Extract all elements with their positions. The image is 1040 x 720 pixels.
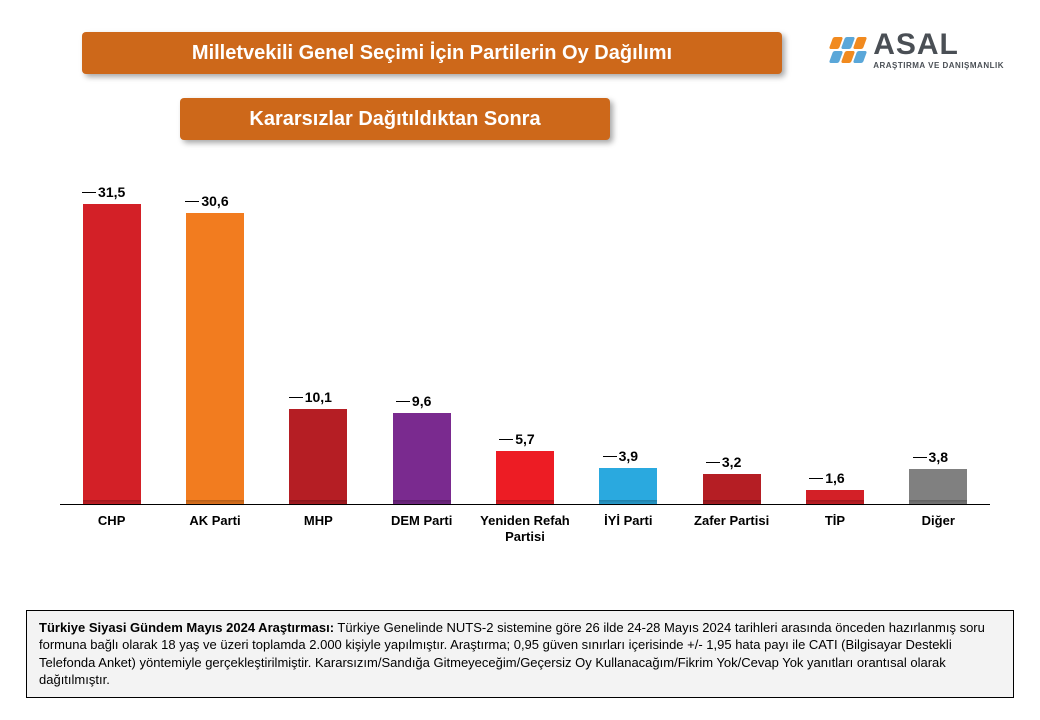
bar: [186, 213, 244, 505]
bar-slot: 3,8Diğer: [888, 449, 988, 505]
bar-value-label: 10,1: [305, 389, 332, 405]
bar-value-label: 30,6: [201, 193, 228, 209]
title-text: Milletvekili Genel Seçimi İçin Partileri…: [192, 42, 672, 65]
brand-logo: ASAL ARAŞTIRMA VE DANIŞMANLIK: [831, 30, 1004, 70]
bar-value-label: 3,9: [619, 448, 638, 464]
bar-slot: 30,6AK Parti: [165, 193, 265, 505]
bar-category-label: Diğer: [883, 513, 993, 529]
bar-slot: 9,6DEM Parti: [372, 393, 472, 505]
bar-category-label: CHP: [57, 513, 167, 529]
x-axis-line: [60, 504, 990, 505]
bar-slot: 10,1MHP: [268, 389, 368, 505]
bar-value-label: 3,8: [929, 449, 948, 465]
logo-mark-icon: [831, 37, 865, 63]
methodology-title: Türkiye Siyasi Gündem Mayıs 2024 Araştır…: [39, 620, 334, 635]
bar: [806, 490, 864, 505]
bar: [599, 468, 657, 505]
bar-slot: 5,7Yeniden Refah Partisi: [475, 431, 575, 505]
bar-category-label: DEM Parti: [367, 513, 477, 529]
bar: [496, 451, 554, 505]
logo-tagline: ARAŞTIRMA VE DANIŞMANLIK: [873, 62, 1004, 70]
bar-value-label: 31,5: [98, 184, 125, 200]
bar-category-label: AK Parti: [160, 513, 270, 529]
bar-category-label: Yeniden Refah Partisi: [470, 513, 580, 544]
bar-value-label: 3,2: [722, 454, 741, 470]
bar: [909, 469, 967, 505]
bar-slot: 31,5CHP: [62, 184, 162, 505]
bar-category-label: Zafer Partisi: [677, 513, 787, 529]
bar-category-label: İYİ Parti: [573, 513, 683, 529]
bar-slot: 3,9İYİ Parti: [578, 448, 678, 505]
bar-value-label: 9,6: [412, 393, 431, 409]
bar: [83, 204, 141, 505]
bar-slot: 1,6TİP: [785, 470, 885, 505]
bar: [289, 409, 347, 505]
bar-value-label: 5,7: [515, 431, 534, 447]
bar-category-label: TİP: [780, 513, 890, 529]
logo-name: ASAL: [873, 30, 1004, 60]
vote-share-bar-chart: 31,5CHP30,6AK Parti10,1MHP9,6DEM Parti5,…: [60, 175, 990, 545]
bar-category-label: MHP: [263, 513, 373, 529]
subtitle-text: Kararsızlar Dağıtıldıktan Sonra: [249, 108, 540, 131]
bar-slot: 3,2Zafer Partisi: [682, 454, 782, 505]
logo-text: ASAL ARAŞTIRMA VE DANIŞMANLIK: [873, 30, 1004, 70]
methodology-note: Türkiye Siyasi Gündem Mayıs 2024 Araştır…: [26, 610, 1014, 698]
bar: [393, 413, 451, 505]
title-banner: Milletvekili Genel Seçimi İçin Partileri…: [82, 32, 782, 74]
bar: [703, 474, 761, 505]
subtitle-banner: Kararsızlar Dağıtıldıktan Sonra: [180, 98, 610, 140]
bar-value-label: 1,6: [825, 470, 844, 486]
